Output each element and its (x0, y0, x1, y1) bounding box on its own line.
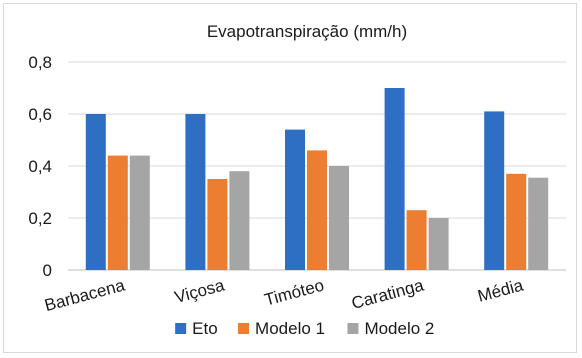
chart-title: Evapotranspiração (mm/h) (207, 22, 407, 41)
y-tick-label: 0 (43, 261, 52, 280)
bar-modelo-2 (428, 218, 449, 270)
legend-swatch (347, 323, 359, 334)
bar-eto (185, 114, 206, 270)
legend-label: Modelo 2 (364, 319, 434, 338)
bar-modelo-2 (229, 171, 250, 270)
y-tick-label: 0,8 (28, 53, 52, 72)
legend-swatch (238, 323, 250, 334)
x-tick-label: Caratinga (350, 275, 427, 313)
y-tick-label: 0,2 (28, 209, 52, 228)
bar-modelo-2 (129, 155, 150, 270)
bar-eto (484, 111, 505, 271)
bar-eto (384, 88, 405, 270)
bar-modelo-1 (506, 173, 527, 270)
legend-label: Modelo 1 (255, 319, 325, 338)
bar-modelo-1 (207, 179, 228, 270)
y-tick-label: 0,6 (28, 105, 52, 124)
bar-modelo-1 (107, 155, 128, 270)
bar-modelo-2 (329, 166, 349, 270)
legend: Eto Modelo 1 Modelo 2 (175, 319, 434, 338)
bar-modelo-1 (307, 150, 327, 270)
bar-modelo-1 (406, 210, 427, 270)
x-tick-label: Timóteo (262, 276, 326, 310)
x-tick-label: Viçosa (173, 275, 227, 307)
y-tick-label: 0,4 (28, 157, 52, 176)
bar-modelo-2 (528, 177, 549, 270)
bar-eto (285, 129, 305, 270)
x-tick-label: Média (476, 275, 526, 305)
legend-swatch (175, 323, 187, 334)
bar-eto (85, 114, 106, 270)
legend-label: Eto (192, 319, 218, 338)
bar-layer (85, 88, 549, 271)
x-tick-label: Barbacena (42, 275, 127, 315)
